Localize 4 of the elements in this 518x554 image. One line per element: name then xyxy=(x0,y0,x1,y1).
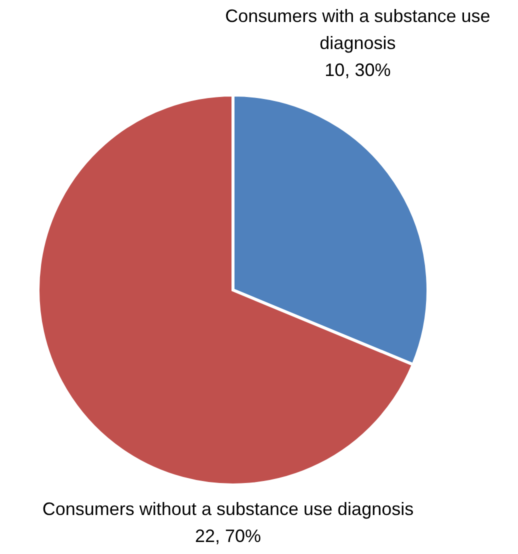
slice-label: Consumers without a substance use diagnosis xyxy=(42,499,414,519)
slice-label: Consumers with a substance use diagnosis xyxy=(225,6,490,53)
data-label: 10, 30% xyxy=(324,60,391,80)
data-label: 22, 70% xyxy=(194,526,262,546)
